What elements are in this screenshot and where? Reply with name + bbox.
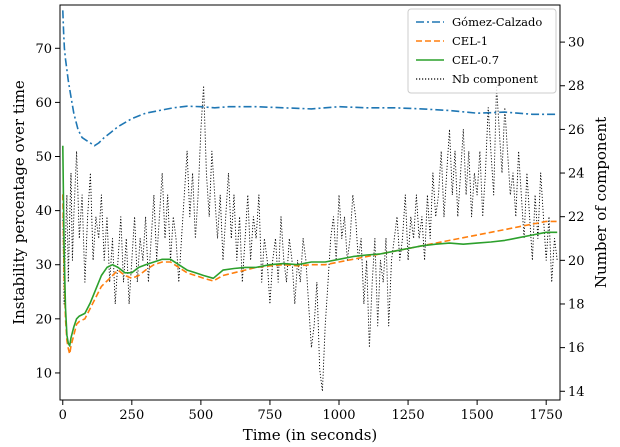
series-line-nb-component (62, 85, 558, 392)
y2-tick-label: 16 (568, 341, 585, 356)
x-tick-label: 0 (59, 408, 67, 423)
x-tick-label: 500 (188, 408, 213, 423)
y-tick-label: 30 (35, 258, 52, 273)
legend-box (407, 8, 557, 94)
y2-tick-label: 22 (568, 210, 585, 225)
y2-tick-label: 18 (568, 297, 585, 312)
y2-tick-label: 26 (568, 123, 585, 138)
series-layer (62, 10, 558, 392)
y-tick-label: 50 (35, 150, 52, 165)
y2-axis-ticks: 14 16 18 20 22 24 26 28 30 (560, 36, 585, 400)
y-axis-ticks: 10 20 30 40 50 60 70 (35, 42, 60, 381)
y-tick-label: 10 (35, 366, 52, 381)
y2-tick-label: 30 (568, 36, 585, 51)
legend-label: CEL-1 (452, 34, 488, 48)
x-axis-label: Time (in seconds) (243, 426, 378, 444)
y2-tick-label: 24 (568, 167, 585, 182)
y2-tick-label: 28 (568, 79, 585, 94)
x-tick-label: 750 (258, 408, 283, 423)
y2-tick-label: 20 (568, 254, 585, 269)
series-line-g-mez-calzado (62, 10, 558, 147)
x-tick-label: 1500 (461, 408, 494, 423)
legend-label: CEL-0.7 (452, 53, 499, 67)
x-tick-label: 1750 (530, 408, 563, 423)
x-axis-ticks: 0 250 500 750 1000 1250 1500 1750 (59, 400, 563, 423)
y-tick-label: 70 (35, 42, 52, 57)
legend-label: Nb component (452, 72, 538, 86)
series-line-cel-1 (62, 194, 558, 355)
x-tick-label: 1000 (322, 408, 355, 423)
legend-label: Gómez-Calzado (452, 15, 542, 29)
x-tick-label: 1250 (392, 408, 425, 423)
series-line-cel-0-7 (62, 145, 558, 347)
y-axis-label: Instability percentage over time (10, 80, 28, 325)
legend: Gómez-Calzado CEL-1 CEL-0.7 Nb component (407, 8, 557, 94)
x-tick-label: 250 (119, 408, 144, 423)
y-tick-label: 60 (35, 96, 52, 111)
y-tick-label: 20 (35, 312, 52, 327)
y2-axis-label: Number of component (592, 117, 610, 288)
y-tick-label: 40 (35, 204, 52, 219)
y2-tick-label: 14 (568, 385, 585, 400)
plot-frame (59, 4, 561, 401)
